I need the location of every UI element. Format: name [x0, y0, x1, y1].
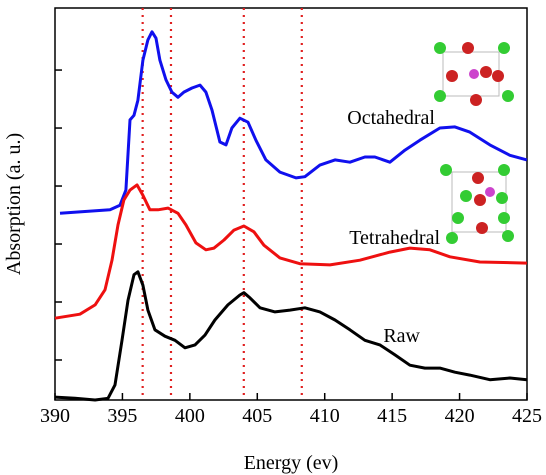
series-line	[54, 270, 528, 402]
x-axis-label: Energy (ev)	[244, 452, 339, 474]
x-tick-label: 405	[242, 405, 272, 427]
annotation: Octahedral	[347, 107, 435, 129]
x-tick-label: 415	[377, 405, 407, 427]
x-tick-label: 400	[175, 405, 205, 427]
series-line	[54, 183, 527, 320]
x-tick-label: 395	[107, 405, 137, 427]
x-tick-label: 390	[40, 405, 70, 427]
y-axis-label: Absorption (a. u.)	[3, 133, 25, 275]
plot-frame	[54, 7, 528, 401]
annotation: Tetrahedral	[349, 227, 440, 249]
tetrahedral-structure-icon	[440, 164, 514, 244]
x-tick-label: 420	[445, 405, 475, 427]
x-tick-label: 410	[310, 405, 340, 427]
series-line	[59, 30, 528, 215]
octahedral-structure-icon	[434, 42, 514, 106]
annotation: Raw	[383, 325, 420, 347]
x-tick-label: 425	[512, 405, 542, 427]
